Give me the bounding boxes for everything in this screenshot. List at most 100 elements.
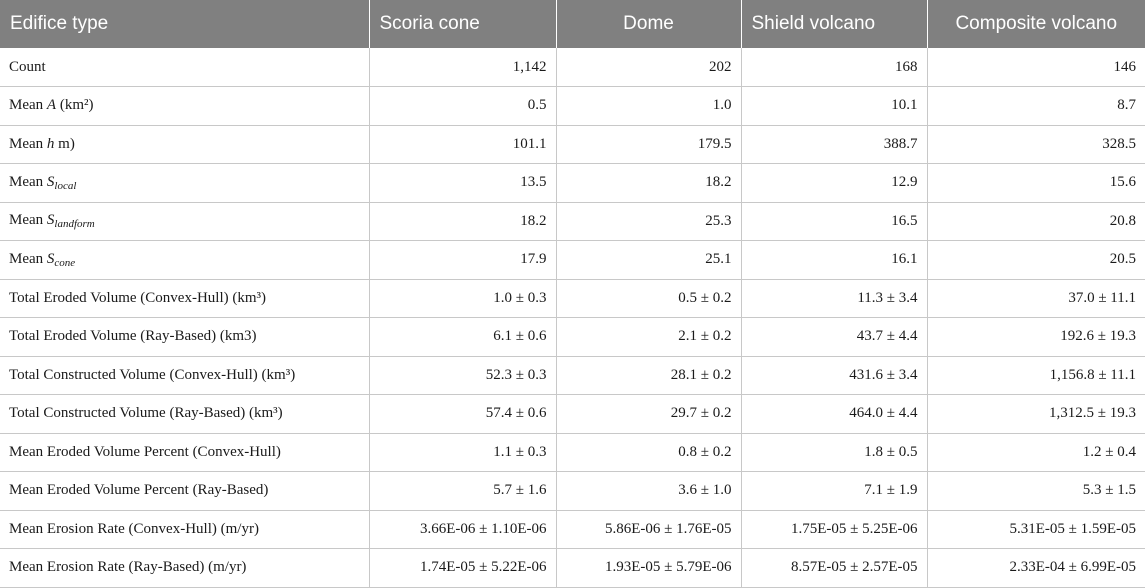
table-row: Total Eroded Volume (Convex-Hull) (km³) 1… — [0, 279, 1145, 318]
row-label-variable: S — [46, 250, 55, 267]
table-cell: 192.6 ± 19.3 — [927, 317, 1145, 357]
table-cell: 25.3 — [556, 202, 742, 241]
row-label-prefix: Mean — [9, 173, 47, 190]
header-scoria-cone: Scoria cone — [369, 0, 557, 48]
table-cell: 10.1 — [741, 86, 928, 126]
table-cell: 28.1 ± 0.2 — [556, 356, 742, 395]
row-label-subscript: landform — [54, 218, 95, 231]
table-cell: 388.7 — [741, 125, 928, 164]
table-row: Mean Erosion Rate (Ray-Based) (m/yr) 1.74… — [0, 548, 1145, 588]
table-cell: 25.1 — [556, 240, 742, 280]
table-cell: 101.1 — [369, 125, 557, 164]
table-cell: 168 — [741, 48, 928, 87]
row-label-variable: S — [46, 173, 55, 190]
header-shield-volcano: Shield volcano — [741, 0, 928, 48]
table-row: Total Constructed Volume (Convex-Hull) (… — [0, 356, 1145, 395]
row-label-prefix: Mean — [9, 250, 47, 267]
table-cell: 1.75E-05 ± 5.25E-06 — [741, 510, 928, 549]
table-cell: 52.3 ± 0.3 — [369, 356, 557, 395]
row-label: Mean Scone — [0, 240, 370, 280]
table-cell: 37.0 ± 11.1 — [927, 279, 1145, 318]
table-row: Mean Erosion Rate (Convex-Hull) (m/yr) 3.… — [0, 510, 1145, 549]
table-cell: 1.8 ± 0.5 — [741, 433, 928, 472]
table-row: Mean h m) 101.1 179.5 388.7 328.5 — [0, 125, 1145, 164]
table-cell: 1.74E-05 ± 5.22E-06 — [369, 548, 557, 588]
row-label-variable: A — [46, 97, 57, 114]
table-cell: 0.5 — [369, 86, 557, 126]
table-cell: 5.7 ± 1.6 — [369, 471, 557, 511]
table-cell: 1,142 — [369, 48, 557, 87]
row-label-variable: h — [46, 135, 55, 152]
row-label: Mean Eroded Volume Percent (Convex-Hull) — [0, 433, 370, 472]
table-row: Mean Eroded Volume Percent (Ray-Based) 5.… — [0, 471, 1145, 511]
row-label-suffix: (km²) — [56, 97, 94, 114]
table-cell: 464.0 ± 4.4 — [741, 394, 928, 434]
table-row: Mean Scone 17.9 25.1 16.1 20.5 — [0, 240, 1145, 280]
row-label: Total Constructed Volume (Ray-Based) (km… — [0, 394, 370, 434]
table-cell: 1.0 — [556, 86, 742, 126]
row-label-subscript: local — [54, 179, 77, 192]
header-row: Edifice type Scoria cone Dome Shield vol… — [0, 0, 1145, 48]
table-cell: 146 — [927, 48, 1145, 87]
table-cell: 17.9 — [369, 240, 557, 280]
row-label-prefix: Mean — [9, 212, 47, 229]
row-label-variable: S — [46, 212, 55, 229]
row-label: Mean Erosion Rate (Convex-Hull) (m/yr) — [0, 510, 370, 549]
table-row: Mean Eroded Volume Percent (Convex-Hull)… — [0, 433, 1145, 472]
table-cell: 12.9 — [741, 163, 928, 203]
table-cell: 16.1 — [741, 240, 928, 280]
row-label: Mean Eroded Volume Percent (Ray-Based) — [0, 471, 370, 511]
row-label-prefix: Mean — [9, 97, 47, 114]
table-cell: 3.66E-06 ± 1.10E-06 — [369, 510, 557, 549]
table-cell: 20.8 — [927, 202, 1145, 241]
header-dome: Dome — [556, 0, 742, 48]
table-cell: 6.1 ± 0.6 — [369, 317, 557, 357]
row-label-suffix: m) — [54, 135, 75, 152]
table-cell: 7.1 ± 1.9 — [741, 471, 928, 511]
row-label: Total Constructed Volume (Convex-Hull) (… — [0, 356, 370, 395]
row-label: Mean Slocal — [0, 163, 370, 203]
table-cell: 8.7 — [927, 86, 1145, 126]
table-cell: 1,156.8 ± 11.1 — [927, 356, 1145, 395]
table-cell: 1,312.5 ± 19.3 — [927, 394, 1145, 434]
table-cell: 5.31E-05 ± 1.59E-05 — [927, 510, 1145, 549]
row-label: Count — [0, 48, 370, 87]
table-cell: 13.5 — [369, 163, 557, 203]
row-label: Mean Slandform — [0, 202, 370, 241]
table-cell: 8.57E-05 ± 2.57E-05 — [741, 548, 928, 588]
table-cell: 179.5 — [556, 125, 742, 164]
header-edifice-type: Edifice type — [0, 0, 370, 48]
table-cell: 57.4 ± 0.6 — [369, 394, 557, 434]
table-cell: 1.0 ± 0.3 — [369, 279, 557, 318]
table-cell: 328.5 — [927, 125, 1145, 164]
table-row: Mean Slocal 13.5 18.2 12.9 15.6 — [0, 163, 1145, 203]
table-cell: 431.6 ± 3.4 — [741, 356, 928, 395]
table-cell: 43.7 ± 4.4 — [741, 317, 928, 357]
table-cell: 0.8 ± 0.2 — [556, 433, 742, 472]
table-cell: 15.6 — [927, 163, 1145, 203]
header-composite-volcano: Composite volcano — [955, 13, 1118, 34]
table-cell: 29.7 ± 0.2 — [556, 394, 742, 434]
table-cell: 1.1 ± 0.3 — [369, 433, 557, 472]
table-row: Count 1,142 202 168 146 — [0, 48, 1145, 87]
row-label-prefix: Mean — [9, 135, 47, 152]
table-body: Count 1,142 202 168 146 Mean A (km²) 0.5 1.0 10.… — [0, 48, 1145, 588]
table-row: Mean Slandform 18.2 25.3 16.5 20.8 — [0, 202, 1145, 241]
table-cell: 202 — [556, 48, 742, 87]
table-cell: 2.1 ± 0.2 — [556, 317, 742, 357]
row-label: Total Eroded Volume (Convex-Hull) (km³) — [0, 279, 370, 318]
table-cell: 3.6 ± 1.0 — [556, 471, 742, 511]
table-cell: 20.5 — [927, 240, 1145, 280]
row-label: Total Eroded Volume (Ray-Based) (km3) — [0, 317, 370, 357]
row-label-subscript: cone — [54, 256, 76, 269]
table-header: Edifice type Scoria cone Dome Shield vol… — [0, 0, 1145, 48]
table-row: Total Eroded Volume (Ray-Based) (km3) 6.1… — [0, 317, 1145, 357]
table-cell: 5.3 ± 1.5 — [927, 471, 1145, 511]
table-cell: 16.5 — [741, 202, 928, 241]
table-cell: 5.86E-06 ± 1.76E-05 — [556, 510, 742, 549]
table-cell: 18.2 — [556, 163, 742, 203]
table-cell: 11.3 ± 3.4 — [741, 279, 928, 318]
row-label: Mean Erosion Rate (Ray-Based) (m/yr) — [0, 548, 370, 588]
table-cell: 1.2 ± 0.4 — [927, 433, 1145, 472]
